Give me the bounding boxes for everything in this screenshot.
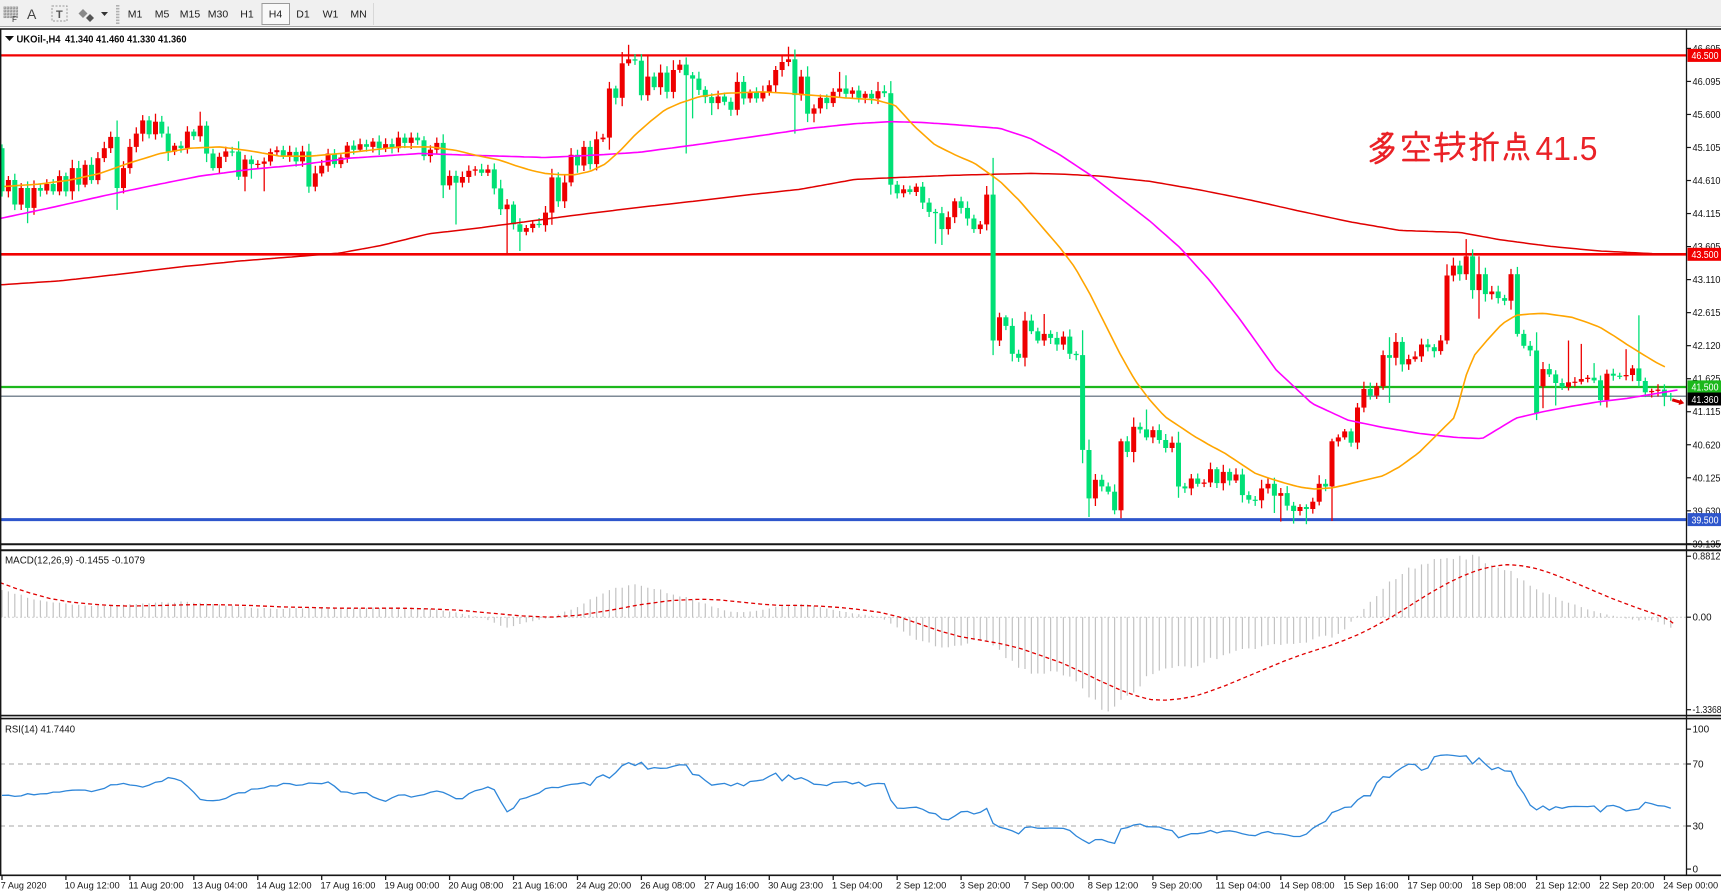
svg-text:T: T [56, 9, 63, 21]
svg-text:21 Aug 16:00: 21 Aug 16:00 [512, 881, 567, 892]
svg-text:100: 100 [1693, 725, 1710, 736]
svg-text:M5: M5 [155, 9, 170, 21]
svg-text:9 Sep 20:00: 9 Sep 20:00 [1152, 881, 1202, 892]
svg-text:42.120: 42.120 [1693, 341, 1721, 352]
svg-text:44.610: 44.610 [1693, 176, 1721, 187]
svg-text:42.615: 42.615 [1693, 308, 1721, 319]
svg-text:F: F [12, 15, 17, 24]
svg-text:39.500: 39.500 [1692, 515, 1719, 526]
svg-text:10 Aug 12:00: 10 Aug 12:00 [65, 881, 120, 892]
svg-text:3 Sep 20:00: 3 Sep 20:00 [960, 881, 1010, 892]
svg-text:46.095: 46.095 [1693, 77, 1721, 88]
svg-text:22 Sep 20:00: 22 Sep 20:00 [1599, 881, 1654, 892]
svg-text:41.5: 41.5 [1536, 131, 1598, 168]
svg-text:7 Aug 2020: 7 Aug 2020 [1, 881, 47, 892]
svg-text:H1: H1 [240, 9, 254, 21]
svg-text:17 Aug 16:00: 17 Aug 16:00 [321, 881, 376, 892]
svg-text:41.115: 41.115 [1693, 407, 1721, 418]
svg-text:45.105: 45.105 [1693, 143, 1721, 154]
svg-text:43.500: 43.500 [1692, 250, 1719, 261]
svg-text:7 Sep 00:00: 7 Sep 00:00 [1024, 881, 1074, 892]
svg-text:1 Sep 04:00: 1 Sep 04:00 [832, 881, 882, 892]
svg-text:13 Aug 04:00: 13 Aug 04:00 [193, 881, 248, 892]
svg-text:RSI(14) 41.7440: RSI(14) 41.7440 [5, 725, 76, 736]
svg-text:17 Sep 00:00: 17 Sep 00:00 [1407, 881, 1462, 892]
svg-text:43.605: 43.605 [1693, 242, 1721, 253]
svg-text:14 Sep 08:00: 14 Sep 08:00 [1280, 881, 1335, 892]
svg-text:19 Aug 00:00: 19 Aug 00:00 [384, 881, 439, 892]
svg-text:24 Sep 00:00: 24 Sep 00:00 [1663, 881, 1718, 892]
svg-text:43.110: 43.110 [1693, 275, 1721, 286]
svg-text:24 Aug 20:00: 24 Aug 20:00 [576, 881, 631, 892]
svg-text:21 Sep 12:00: 21 Sep 12:00 [1535, 881, 1590, 892]
svg-text:41.500: 41.500 [1692, 383, 1719, 394]
svg-text:MACD(12,26,9) -0.1455 -0.1079: MACD(12,26,9) -0.1455 -0.1079 [5, 556, 145, 567]
svg-text:18 Sep 08:00: 18 Sep 08:00 [1471, 881, 1526, 892]
svg-text:41.360: 41.360 [1692, 395, 1719, 406]
svg-text:46.500: 46.500 [1692, 51, 1719, 62]
svg-text:40.125: 40.125 [1693, 473, 1721, 484]
svg-text:15 Sep 16:00: 15 Sep 16:00 [1344, 881, 1399, 892]
svg-text:0.8812: 0.8812 [1693, 552, 1721, 563]
svg-text:41.625: 41.625 [1693, 374, 1721, 385]
svg-text:70: 70 [1693, 760, 1705, 771]
svg-text:W1: W1 [323, 9, 339, 21]
svg-text:-1.3368: -1.3368 [1693, 705, 1721, 716]
svg-text:M1: M1 [128, 9, 143, 21]
svg-text:M30: M30 [208, 9, 229, 21]
svg-text:2 Sep 12:00: 2 Sep 12:00 [896, 881, 946, 892]
svg-text:45.600: 45.600 [1693, 110, 1721, 121]
svg-text:11 Sep 04:00: 11 Sep 04:00 [1216, 881, 1271, 892]
svg-text:A: A [27, 6, 37, 22]
svg-text:UKOil-,H4: UKOil-,H4 [17, 35, 61, 46]
svg-text:H4: H4 [269, 9, 283, 21]
svg-text:30 Aug 23:00: 30 Aug 23:00 [768, 881, 823, 892]
svg-text:44.115: 44.115 [1693, 209, 1721, 220]
svg-text:40.620: 40.620 [1693, 440, 1721, 451]
svg-text:39.135: 39.135 [1693, 539, 1721, 550]
svg-text:41.340 41.460 41.330 41.360: 41.340 41.460 41.330 41.360 [65, 35, 187, 46]
svg-text:39.630: 39.630 [1693, 506, 1721, 517]
svg-text:26 Aug 08:00: 26 Aug 08:00 [640, 881, 695, 892]
svg-text:0: 0 [1693, 865, 1699, 876]
svg-text:8 Sep 12:00: 8 Sep 12:00 [1088, 881, 1138, 892]
svg-text:11 Aug 20:00: 11 Aug 20:00 [129, 881, 184, 892]
svg-text:30: 30 [1693, 822, 1705, 833]
svg-text:MN: MN [350, 9, 366, 21]
svg-text:27 Aug 16:00: 27 Aug 16:00 [704, 881, 759, 892]
svg-text:0.00: 0.00 [1693, 613, 1712, 624]
svg-text:14 Aug 12:00: 14 Aug 12:00 [257, 881, 312, 892]
svg-text:M15: M15 [180, 9, 201, 21]
svg-text:D1: D1 [296, 9, 310, 21]
svg-text:20 Aug 08:00: 20 Aug 08:00 [448, 881, 503, 892]
